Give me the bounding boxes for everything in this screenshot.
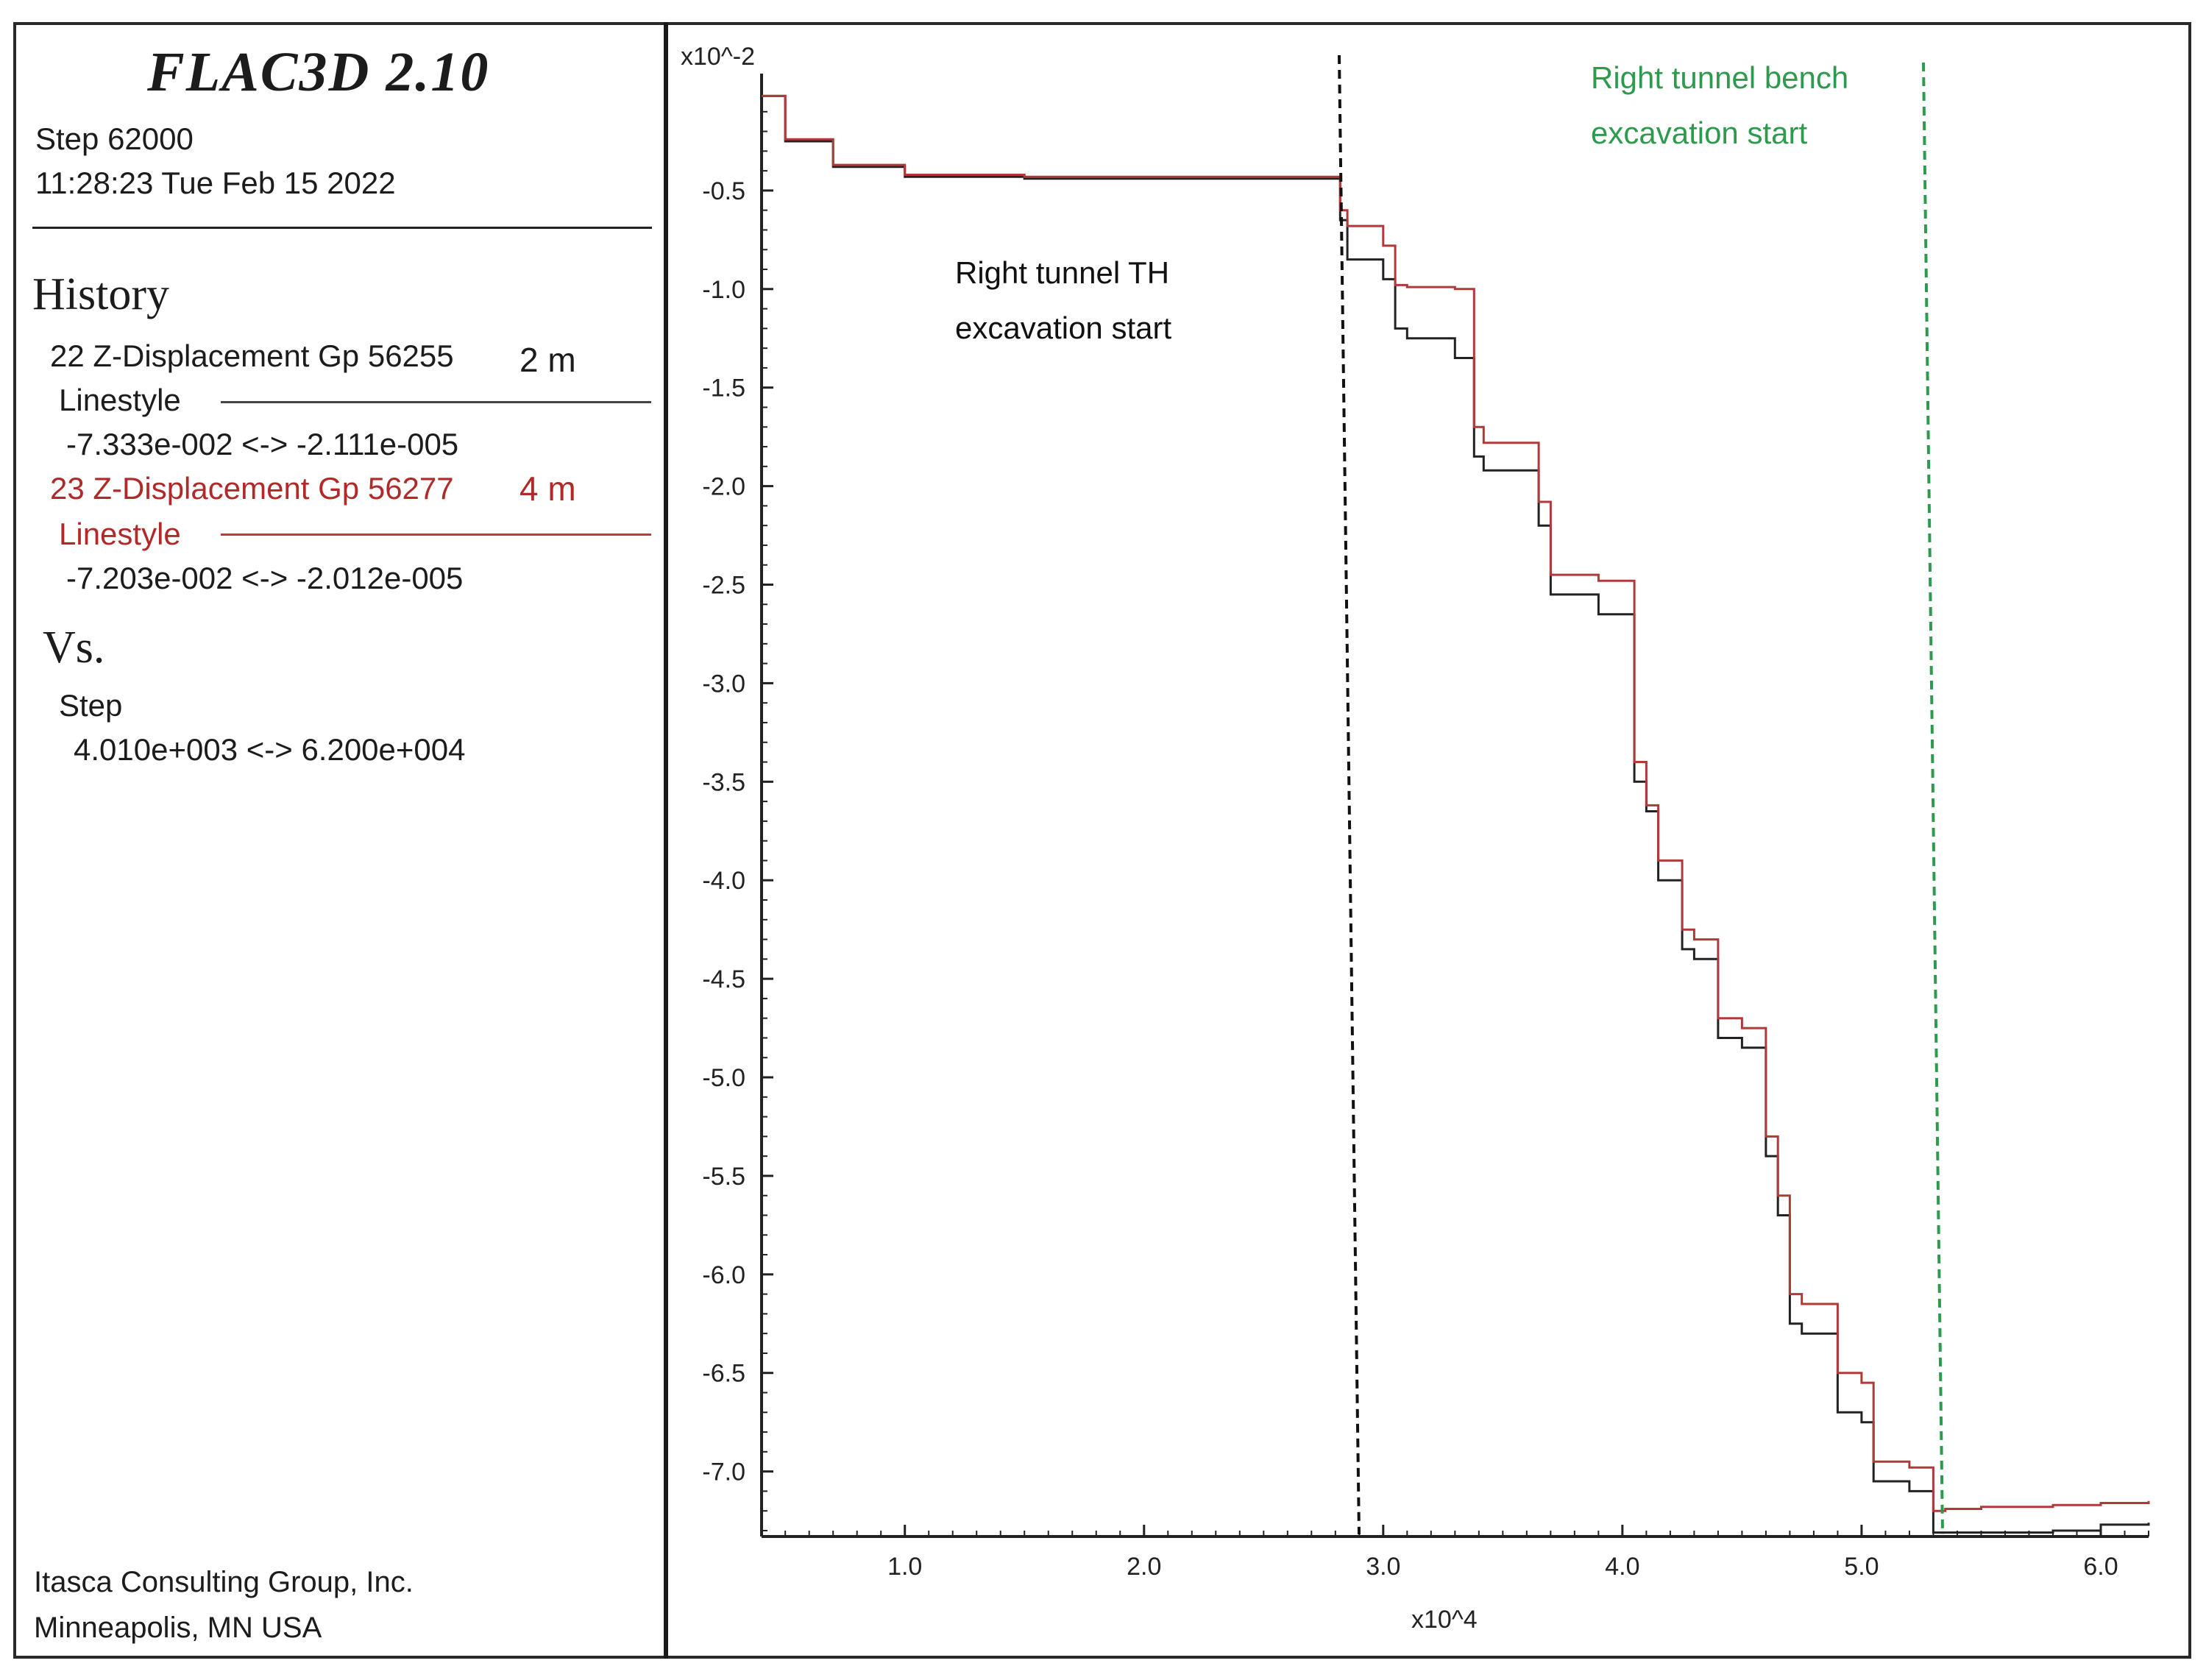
annotation-line-th: [1338, 54, 1361, 1535]
series2-linestyle-swatch: [221, 534, 651, 536]
x-tick-label: 3.0: [1366, 1553, 1400, 1581]
y-tick-label: -2.0: [702, 473, 745, 501]
series2-range: -7.203e-002 <-> -2.012e-005: [66, 561, 464, 595]
annotation-text-th: excavation start: [955, 311, 1171, 345]
y-tick-label: -3.5: [702, 768, 745, 796]
y-tick-label: -7.0: [702, 1459, 745, 1486]
x-tick-label: 2.0: [1127, 1553, 1161, 1581]
company-name: Itasca Consulting Group, Inc.: [34, 1566, 414, 1598]
y-tick-label: -6.5: [702, 1360, 745, 1388]
x-multiplier-label: x10^4: [1411, 1606, 1478, 1634]
app-title: FLAC3D 2.10: [147, 41, 490, 103]
x-tick-label: 4.0: [1605, 1553, 1639, 1581]
history-heading: History: [32, 269, 169, 319]
panel-divider: [664, 22, 668, 1659]
x-tick-label: 5.0: [1844, 1553, 1879, 1581]
annotation-text-bench: Right tunnel bench: [1591, 60, 1848, 95]
y-tick-label: -1.0: [702, 276, 745, 304]
x-tick-label: 1.0: [887, 1553, 922, 1581]
x-variable-label: Step: [59, 688, 123, 723]
y-tick-label: -4.5: [702, 965, 745, 993]
annotations: Right tunnel TH excavation start Right tun…: [955, 54, 1944, 1535]
y-tick-label: -4.0: [702, 867, 745, 895]
series1-depth-note: 2 m: [519, 341, 576, 379]
y-tick-label: -6.0: [702, 1261, 745, 1289]
axis-ticks: -0.5 -1.0 -1.5 -2.0 -2.5 -3.0 -3.5 -4.0 -4.5 -5.0…: [702, 110, 2149, 1581]
series1-label: 22 Z-Displacement Gp 56255: [50, 339, 454, 373]
y-multiplier-label: x10^-2: [681, 43, 755, 71]
series2-depth-note: 4 m: [519, 469, 576, 508]
annotation-line-bench: [1922, 62, 1944, 1535]
annotation-text-th: Right tunnel TH: [955, 255, 1169, 290]
annotation-text-bench: excavation start: [1591, 116, 1807, 150]
series1-linestyle-swatch: [221, 401, 651, 403]
series2-linestyle-label: Linestyle: [59, 517, 181, 551]
step-label: Step 62000: [35, 121, 194, 156]
timestamp: 11:28:23 Tue Feb 15 2022: [35, 166, 396, 200]
y-tick-label: -1.5: [702, 375, 745, 403]
y-tick-label: -0.5: [702, 177, 745, 205]
y-tick-label: -2.5: [702, 572, 745, 600]
company-location: Minneapolis, MN USA: [34, 1612, 322, 1644]
vs-heading: Vs.: [43, 623, 105, 673]
header-divider: [32, 227, 652, 229]
y-tick-label: -5.0: [702, 1064, 745, 1092]
x-range: 4.010e+003 <-> 6.200e+004: [74, 732, 466, 767]
x-tick-label: 6.0: [2083, 1553, 2118, 1581]
y-tick-label: -5.5: [702, 1163, 745, 1191]
series1-range: -7.333e-002 <-> -2.111e-005: [66, 427, 459, 461]
series-line-2: [762, 94, 2150, 1512]
plot-frame: [13, 22, 2191, 1659]
series1-linestyle-label: Linestyle: [59, 383, 181, 417]
y-tick-label: -3.0: [702, 670, 745, 698]
series2-label: 23 Z-Displacement Gp 56277: [50, 471, 454, 506]
